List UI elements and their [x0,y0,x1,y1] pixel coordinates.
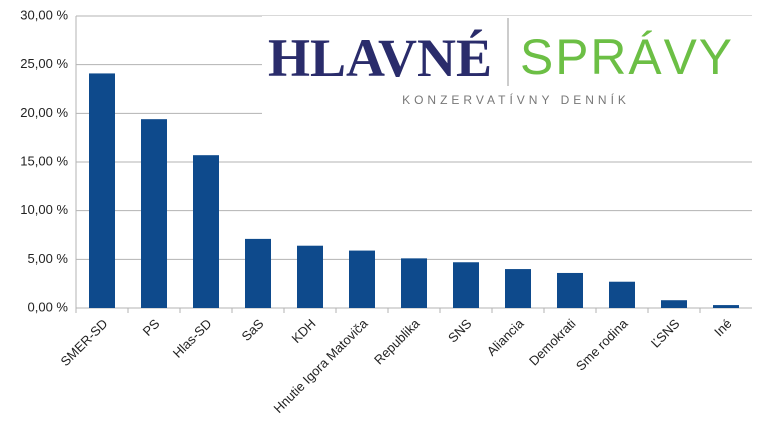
bar [401,258,427,308]
bar [245,238,271,308]
bar [349,250,375,308]
x-tick-label: ĽSNS [648,316,683,351]
logo-name-left: HLAVNÉ [268,28,492,88]
bar [609,281,635,308]
y-tick-label: 25,00 % [20,56,68,71]
bar [505,269,531,308]
x-tick-label: Demokrati [526,316,579,369]
y-tick-label: 15,00 % [20,153,68,168]
bar [193,155,219,308]
y-tick-label: 20,00 % [20,105,68,120]
x-tick-label: Hnutie Igora Matoviča [271,315,372,416]
bar [453,262,479,308]
x-tick-label: SNS [445,316,475,346]
bar [557,272,583,308]
x-tick-label: PS [140,316,163,339]
x-tick-label: SaS [239,316,267,344]
x-tick-label: Sme rodina [573,315,631,373]
bar [661,300,687,308]
bar [141,119,167,308]
x-tick-label: Aliancia [484,315,527,358]
bar [713,305,739,308]
logo-name-right: SPRÁVY [520,29,734,85]
x-tick-label: Republika [371,315,423,367]
y-tick-label: 5,00 % [28,251,69,266]
x-tick-label: KDH [289,316,319,346]
x-tick-label: Hlas-SD [170,316,215,361]
y-tick-label: 0,00 % [28,299,69,314]
logo-tagline: KONZERVATÍVNY DENNÍK [402,92,630,107]
x-tick-label: Iné [711,316,734,339]
bar [89,73,115,308]
logo-background [262,16,752,114]
logo: HLAVNÉ SPRÁVY KONZERVATÍVNY DENNÍK [262,16,752,114]
x-tick-label: SMER-SD [58,316,111,369]
y-tick-label: 10,00 % [20,202,68,217]
bar [297,245,323,308]
y-tick-label: 30,00 % [20,7,68,22]
